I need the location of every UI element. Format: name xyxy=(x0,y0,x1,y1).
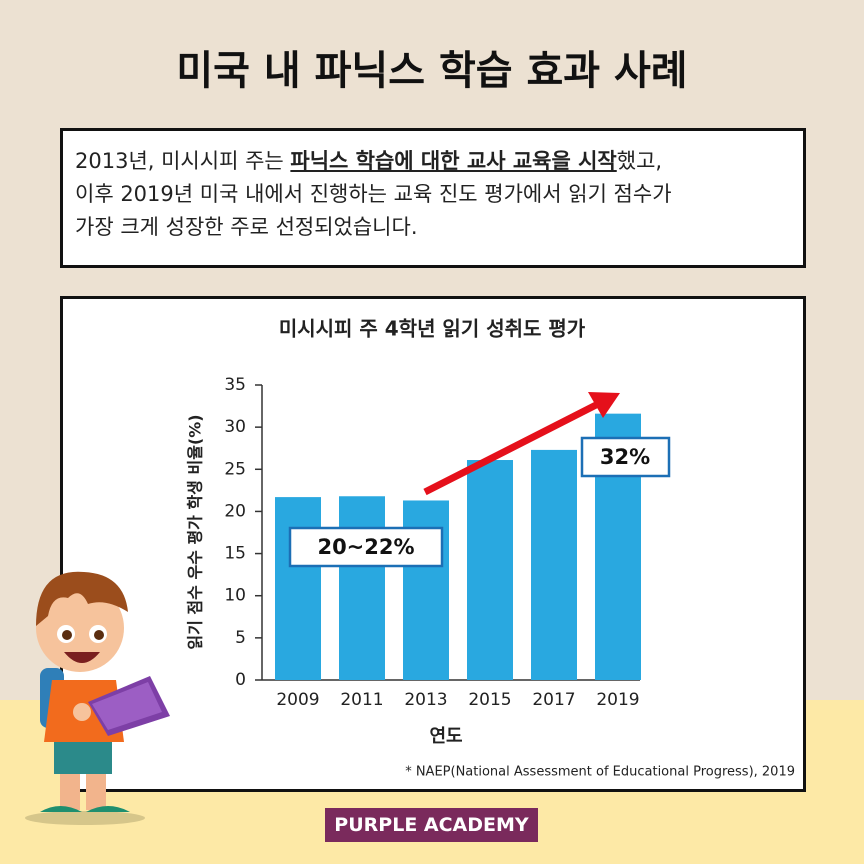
annotation: 20~22% xyxy=(317,535,414,559)
kid-illustration xyxy=(25,571,170,825)
arrow-head xyxy=(588,392,620,418)
brand-label: PURPLE ACADEMY xyxy=(325,808,538,842)
y-tick-label: 5 xyxy=(235,628,246,648)
bar xyxy=(531,449,577,680)
intro-box: 2013년, 미시시피 주는 파닉스 학습에 대한 교사 교육을 시작했고, 이후… xyxy=(60,128,806,268)
pupil xyxy=(94,630,104,640)
y-tick-label: 20 xyxy=(224,501,246,521)
trend-arrow xyxy=(423,392,620,496)
intro-highlight: 파닉스 학습에 대한 교사 교육을 시작 xyxy=(290,149,617,173)
bar xyxy=(467,460,513,680)
pupil xyxy=(62,630,72,640)
y-axis-label: 읽기 점수 우수 평가 학생 비율(%) xyxy=(186,414,205,649)
hand xyxy=(73,703,91,721)
y-tick-label: 0 xyxy=(235,670,246,690)
x-tick-label: 2009 xyxy=(276,690,319,710)
annotation-box xyxy=(580,436,671,478)
x-tick-label: 2017 xyxy=(532,690,575,710)
chart-title: 미시시피 주 4학년 읽기 성취도 평가 xyxy=(279,317,586,341)
intro-text: 가장 크게 성장한 주로 선정되었습니다. xyxy=(75,215,418,239)
y-tick-label: 10 xyxy=(224,586,246,606)
y-tick-label: 25 xyxy=(224,459,246,479)
x-axis-label: 연도 xyxy=(429,726,462,747)
intro-text: 했고, xyxy=(616,149,663,173)
x-tick-label: 2011 xyxy=(340,690,383,710)
mouth xyxy=(64,652,100,663)
book-page xyxy=(92,682,162,730)
x-tick-label: 2019 xyxy=(596,690,639,710)
intro-text: 2013년, 미시시피 주는 xyxy=(75,149,291,173)
annotation: 32% xyxy=(600,445,650,469)
page-title: 미국 내 파닉스 학습 효과 사례 xyxy=(176,48,688,94)
shoes xyxy=(40,806,130,812)
y-tick-label: 15 xyxy=(224,544,246,564)
head xyxy=(36,584,124,672)
y-tick-label: 35 xyxy=(224,375,246,395)
shadow xyxy=(25,811,145,825)
bar xyxy=(339,496,385,680)
hair xyxy=(36,571,128,626)
annotation-box xyxy=(288,526,444,568)
x-tick-label: 2013 xyxy=(404,690,447,710)
x-tick-label: 2015 xyxy=(468,690,511,710)
bar xyxy=(275,497,321,680)
arrow-shaft xyxy=(423,401,598,496)
intro-text: 이후 2019년 미국 내에서 진행하는 교육 진도 평가에서 읽기 점수가 xyxy=(75,182,672,206)
source-note: * NAEP(National Assessment of Educationa… xyxy=(405,765,795,780)
y-tick-label: 30 xyxy=(224,417,246,437)
